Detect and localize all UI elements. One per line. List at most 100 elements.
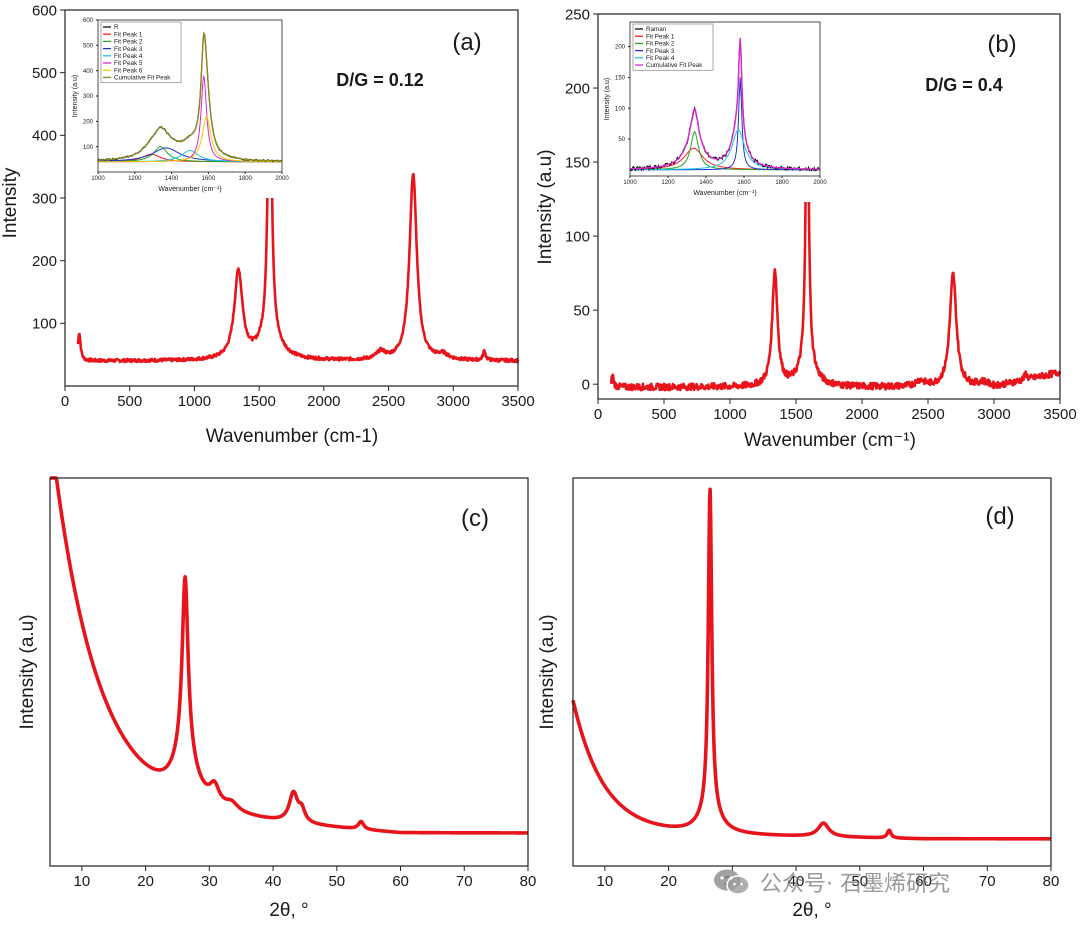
x-tick-label: 2000 (307, 393, 340, 410)
x-tick-label: 20 (137, 873, 154, 890)
x-tick-label: 0 (594, 406, 602, 423)
x-tick-label: 70 (456, 873, 473, 890)
y-tick-label: 50 (618, 137, 625, 143)
panel-d: 10 20 30 40 50 60 70 80 2θ, ° Intensity (a.u) (d) (537, 477, 1060, 921)
inset-y-label: Intensity (a.u) (72, 75, 79, 117)
y-tick-label: 100 (565, 228, 590, 245)
x-tick-label: 70 (979, 873, 996, 890)
y-tick-label: 500 (32, 65, 57, 82)
x-tick-label: 50 (851, 873, 868, 890)
x-tick-label: 30 (724, 873, 741, 890)
y-tick-label: 200 (83, 119, 94, 125)
legend-label: Fit Peak 5 (114, 60, 143, 67)
panel-a: 0 500 1000 1500 2000 2500 3000 3500 100 200 300 400… (0, 2, 535, 447)
raman-series-line (609, 28, 1062, 392)
y-axis-label: Intensity (0, 167, 21, 238)
y-tick-label: 200 (32, 253, 57, 270)
y-tick-label: 300 (32, 190, 57, 207)
y-tick-label: 100 (615, 106, 626, 112)
panel-letter: (a) (452, 29, 481, 56)
x-tick-label: 3500 (1043, 406, 1076, 423)
legend-label: Fit Peak 4 (114, 53, 143, 60)
x-tick-label: 1600 (737, 180, 751, 186)
dg-ratio-annotation: D/G = 0.4 (925, 75, 1003, 95)
inset-y-label: Intensity (a.u) (604, 78, 611, 120)
inset-cumulative-line (97, 31, 283, 162)
y-tick-label: 300 (83, 94, 94, 100)
plot-frame (572, 477, 1052, 867)
y-tick-label: 150 (615, 76, 626, 82)
y-axis-label: Intensity (a.u) (537, 614, 558, 729)
legend-label: Fit Peak 2 (646, 41, 675, 48)
y-tick-label: 400 (83, 69, 94, 75)
x-tick-label: 1500 (242, 393, 275, 410)
y-tick-label: 150 (565, 154, 590, 171)
plot-frame (597, 13, 1061, 400)
y-tick-label: 250 (565, 6, 590, 23)
raman-series-line (76, 18, 520, 364)
x-tick-label: 50 (328, 873, 345, 890)
inset-cumulative-line (629, 38, 821, 170)
legend-label: Fit Peak 3 (646, 48, 675, 55)
x-axis-label: 2θ, ° (792, 900, 831, 921)
inset-fit-peak-line (98, 115, 282, 163)
legend-box (632, 23, 714, 71)
x-tick-label: 80 (520, 873, 537, 890)
panel-c: 10 20 30 40 50 60 70 80 2θ, ° Intensity (a.u) (c) (17, 476, 537, 921)
inset-x-label: Wavenumber (cm⁻¹) (693, 190, 756, 197)
x-tick-label: 500 (651, 406, 676, 423)
x-tick-label: 10 (597, 873, 614, 890)
y-tick-label: 600 (32, 2, 57, 19)
inset-b: 1000 1200 1400 1600 1800 2000 50 100 150 200 Waven… (600, 18, 827, 202)
x-tick-label: 2500 (911, 406, 944, 423)
legend-label: Fit Peak 6 (114, 67, 143, 74)
x-tick-label: 500 (117, 393, 142, 410)
legend-label: Fit Peak 1 (114, 31, 143, 38)
legend-label: Raman (646, 26, 667, 33)
y-tick-label: 50 (573, 302, 590, 319)
inset-x-label: Wavenumber (cm⁻¹) (158, 186, 221, 193)
panel-b: 0 500 1000 1500 2000 2500 3000 3500 0 50 100 150 200… (535, 6, 1077, 451)
x-tick-label: 1000 (623, 180, 637, 186)
legend-label: R (114, 24, 119, 31)
legend-label: Fit Peak 4 (646, 55, 675, 62)
x-tick-label: 3500 (501, 393, 534, 410)
xrd-series-line (571, 487, 1053, 841)
y-tick-label: 200 (565, 80, 590, 97)
x-axis-label: Wavenumber (cm⁻¹) (744, 430, 916, 451)
panel-letter: (c) (461, 505, 489, 532)
x-tick-label: 1000 (91, 176, 105, 182)
dg-ratio-annotation: D/G = 0.12 (336, 70, 424, 90)
y-tick-label: 500 (83, 43, 94, 49)
inset-a: 1000 1200 1400 1600 1800 2000 100 200 300 400 500 6… (68, 16, 289, 198)
x-tick-label: 10 (74, 873, 91, 890)
y-tick-label: 100 (32, 316, 57, 333)
y-axis-label: Intensity (a.u) (535, 149, 556, 264)
x-tick-label: 1400 (699, 180, 713, 186)
x-tick-label: 2000 (845, 406, 878, 423)
y-tick-label: 400 (32, 128, 57, 145)
x-tick-label: 80 (1043, 873, 1060, 890)
x-tick-label: 3000 (437, 393, 470, 410)
x-tick-label: 1000 (713, 406, 746, 423)
legend-label: Cumulative Fit Peak (114, 75, 171, 82)
y-tick-label: 100 (83, 145, 94, 151)
x-tick-label: 1200 (128, 176, 142, 182)
x-tick-label: 60 (915, 873, 932, 890)
x-tick-label: 1200 (661, 180, 675, 186)
x-tick-label: 60 (392, 873, 409, 890)
x-tick-label: 1800 (239, 176, 253, 182)
y-tick-label: 600 (83, 18, 94, 24)
x-tick-label: 1600 (202, 176, 216, 182)
x-tick-label: 1400 (165, 176, 179, 182)
y-axis-label: Intensity (a.u) (17, 614, 38, 729)
legend-label: Cumulative Fit Peak (646, 62, 703, 69)
legend-label: Fit Peak 2 (114, 39, 143, 46)
xrd-series-line (48, 476, 530, 835)
x-tick-label: 2000 (813, 180, 827, 186)
legend-label: Fit Peak 3 (114, 46, 143, 53)
x-axis-label: 2θ, ° (269, 900, 308, 921)
